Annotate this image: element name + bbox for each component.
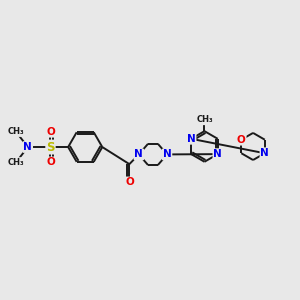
Text: O: O xyxy=(237,135,246,145)
Text: O: O xyxy=(46,127,55,137)
Text: N: N xyxy=(187,134,196,144)
Text: CH₃: CH₃ xyxy=(8,158,24,167)
Text: N: N xyxy=(260,148,269,158)
Text: N: N xyxy=(23,142,32,152)
Text: N: N xyxy=(134,149,143,159)
Text: N: N xyxy=(163,149,172,159)
Text: CH₃: CH₃ xyxy=(196,116,213,124)
Text: O: O xyxy=(46,158,55,167)
Text: O: O xyxy=(125,177,134,188)
Text: S: S xyxy=(46,141,55,154)
Text: CH₃: CH₃ xyxy=(8,127,24,136)
Text: N: N xyxy=(213,149,222,159)
